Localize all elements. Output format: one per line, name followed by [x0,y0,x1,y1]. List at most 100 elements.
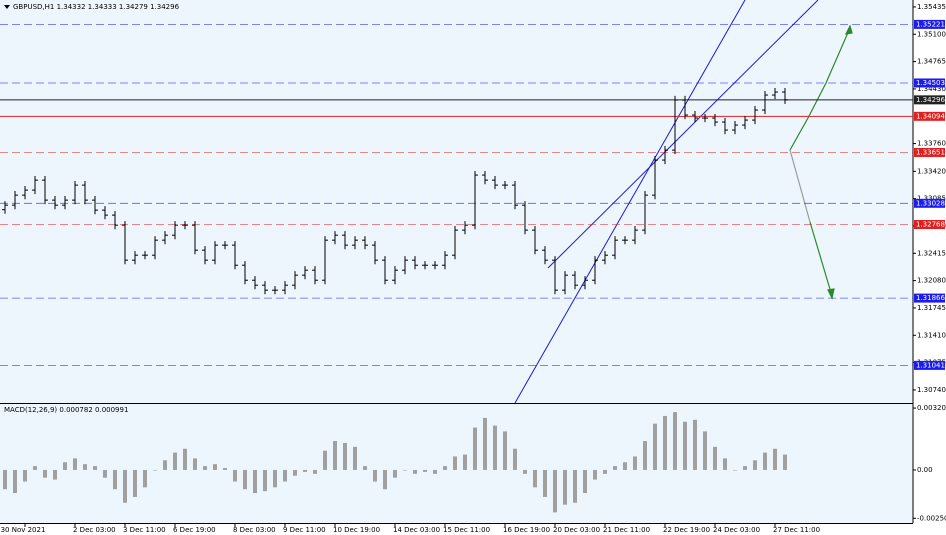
macd-bar [13,469,17,494]
macd-bar [143,469,147,488]
x-tick-label: 2 Dec 03:00 [73,526,116,534]
macd-bar [33,466,37,470]
macd-bar [343,442,347,470]
level-label-box [914,360,945,370]
macd-bar [363,466,367,470]
macd-bar [293,469,297,476]
x-tick-label: 9 Dec 11:00 [283,526,326,534]
macd-bar [423,469,427,472]
level-label-box [914,95,945,105]
macd-bar [173,452,177,470]
macd-bar [553,469,557,513]
x-tick-label: 27 Dec 11:00 [773,526,820,534]
arrow-head [827,288,835,300]
level-label: 1.34296 [916,96,945,104]
macd-bar [153,469,157,471]
macd-bar [603,469,607,474]
level-label: 1.33028 [916,199,945,207]
macd-bar [103,469,107,478]
x-tick-label: 22 Dec 19:00 [663,526,710,534]
macd-bar [693,419,697,470]
macd-bar [323,450,327,470]
x-tick-label: 15 Dec 11:00 [443,526,490,534]
macd-bar [243,469,247,490]
level-label-box [914,78,945,88]
macd-bar [763,452,767,470]
macd-bar [633,456,637,470]
trend-channel [514,0,819,404]
x-tick-label: 6 Dec 19:00 [173,526,216,534]
macd-bar [593,469,597,480]
macd-bar [313,469,317,474]
y-tick-label: 1.33085 [917,195,946,203]
macd-bar [613,466,617,470]
arrow-head [844,24,853,35]
y-tick-label: 1.35100 [917,30,946,38]
macd-bar [573,469,577,503]
bear-arrow [809,221,833,297]
macd-bar [533,469,537,488]
macd-bar [393,469,397,478]
macd-bar [493,425,497,470]
macd-bar [443,466,447,470]
macd-bar [73,458,77,470]
macd-bar [183,448,187,470]
y-tick-label: 1.31410 [917,331,946,339]
macd-bar [133,469,137,497]
macd-bar [263,469,267,492]
macd-bar [503,431,507,470]
level-label-box [914,147,945,157]
macd-bar [583,469,587,494]
level-label-box [914,293,945,303]
macd-bar [743,466,747,470]
scenario-arrows [789,24,853,300]
macd-bar [703,431,707,470]
indicator-title: MACD(12,26,9) 0.000782 0.000991 [4,406,128,414]
level-label-box [914,198,945,208]
macd-bar [93,466,97,470]
level-label: 1.35221 [916,20,945,28]
plot-background [0,0,913,523]
macd-bar [523,469,527,474]
level-label: 1.32768 [916,221,945,229]
x-tick-label: 20 Dec 03:00 [553,526,600,534]
y-tick-label: 1.31745 [917,304,946,312]
macd-bar [193,458,197,470]
x-tick-label: 3 Dec 11:00 [123,526,166,534]
macd-bar [213,464,217,470]
macd-bar [353,446,357,470]
level-label: 1.33651 [916,148,945,156]
bear-arrow [789,149,811,223]
macd-bar [543,469,547,497]
bull-arrow [789,27,851,151]
macd-bar [783,454,787,470]
macd-bar [383,469,387,490]
macd-bar [483,417,487,470]
macd-bar [683,421,687,470]
macd-bar [223,468,227,470]
macd-bar [3,469,7,490]
macd-bar [23,469,27,482]
y-tick-label: 0.00 [917,466,933,474]
menu-triangle [4,5,10,9]
y-tick-label: -0.002506 [917,514,946,522]
macd-bar [563,469,567,505]
macd-bar [283,469,287,482]
macd-bar [753,460,757,470]
x-tick-label: 8 Dec 03:00 [233,526,276,534]
level-label: 1.31041 [916,361,945,369]
macd-bar [733,469,737,471]
level-label-box [914,19,945,29]
y-tick-label: 1.33760 [917,140,946,148]
level-label: 1.34094 [916,112,945,120]
macd-bar [723,458,727,470]
level-label: 1.31866 [916,294,945,302]
macd-bar [83,464,87,470]
macd-bar [413,469,417,474]
macd-bar [433,469,437,474]
macd-bar [473,427,477,470]
macd-bar [333,441,337,470]
y-tick-label: 1.32080 [917,277,946,285]
macd-bar [623,462,627,470]
